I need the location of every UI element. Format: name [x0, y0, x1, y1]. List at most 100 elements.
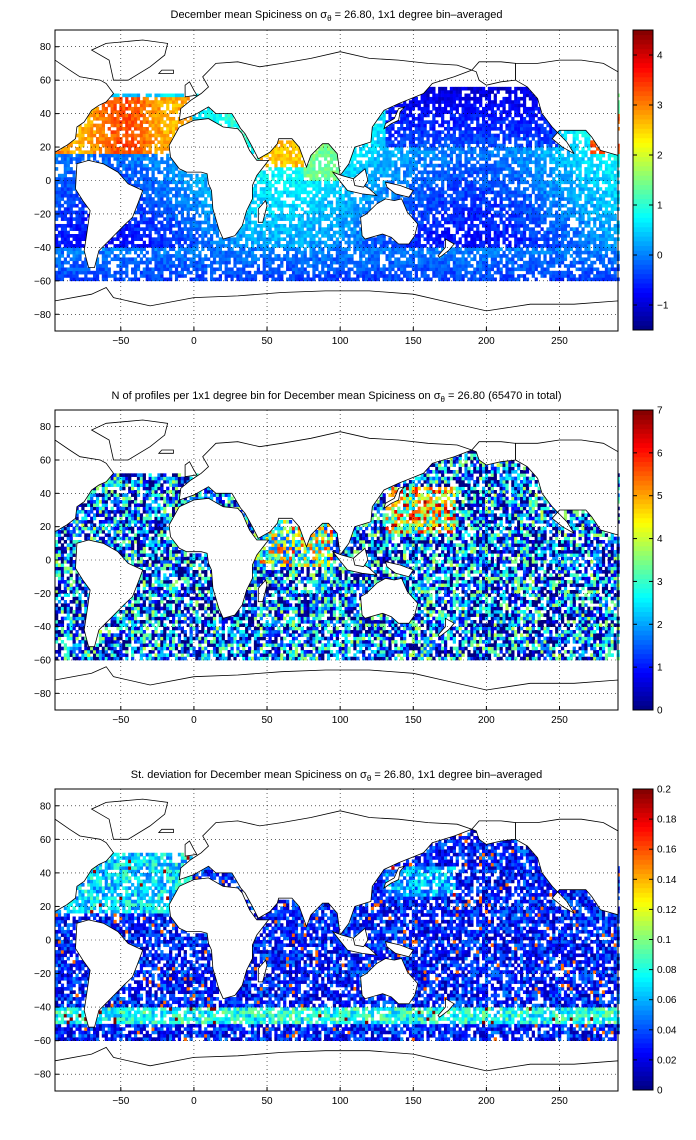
- y-tick-label: 20: [40, 522, 52, 533]
- y-tick-label: −80: [34, 1070, 51, 1081]
- x-tick-label: 200: [478, 1096, 495, 1107]
- y-tick-label: −40: [34, 243, 51, 254]
- y-tick-label: 60: [40, 835, 52, 846]
- y-tick-label: 80: [40, 801, 52, 812]
- x-tick-label: 0: [191, 1096, 197, 1107]
- y-tick-label: 0: [45, 176, 51, 187]
- heatmap-cells: [55, 450, 620, 661]
- panel-1: December mean Spiciness on σθ = 26.80, 1…: [34, 9, 669, 347]
- x-tick-label: 200: [478, 336, 495, 347]
- coast-japan: [383, 485, 406, 510]
- chart-title: N of profiles per 1x1 degree bin for Dec…: [112, 390, 562, 404]
- y-tick-label: 40: [40, 109, 52, 120]
- y-tick-label: 80: [40, 422, 52, 433]
- coast-africa: [168, 497, 270, 619]
- coast-madagascar: [257, 579, 268, 603]
- x-tick-label: 100: [332, 715, 349, 726]
- title-prefix: N of profiles per 1x1 degree bin for Dec…: [112, 390, 434, 402]
- colorbar-tick-label: 0.16: [657, 845, 677, 856]
- chart-title: December mean Spiciness on σθ = 26.80, 1…: [171, 9, 503, 23]
- panel-2: N of profiles per 1x1 degree bin for Dec…: [34, 390, 663, 726]
- colorbar-tick-label: 3: [657, 577, 663, 588]
- coast-uk: [184, 461, 198, 478]
- colorbar-tick-label: 2: [657, 151, 663, 162]
- y-tick-label: −20: [34, 969, 51, 980]
- colorbar-tick-label: 0.18: [657, 815, 677, 826]
- x-tick-label: 150: [405, 336, 422, 347]
- coast-uk: [184, 840, 198, 857]
- coast-new-guinea: [384, 181, 414, 198]
- coast-north-america: [54, 439, 115, 533]
- y-tick-label: 40: [40, 489, 52, 500]
- colorbar-tick-label: 0.02: [657, 1055, 677, 1066]
- coastlines: [54, 419, 619, 711]
- coast-iceland: [157, 449, 174, 454]
- y-tick-label: −40: [34, 1003, 51, 1014]
- colorbar-tick-label: 7: [657, 406, 663, 417]
- x-tick-label: 50: [261, 715, 273, 726]
- colorbar-tick-label: 4: [657, 51, 663, 62]
- y-tick-label: −40: [34, 622, 51, 633]
- coast-iceland: [157, 69, 174, 74]
- y-tick-label: −60: [34, 1036, 51, 1047]
- colorbar-tick-label: 5: [657, 491, 663, 502]
- coast-south-america: [75, 919, 144, 1028]
- y-tick-label: 80: [40, 42, 52, 53]
- coast-new-zealand: [437, 617, 455, 638]
- coast-new-zealand: [437, 238, 455, 258]
- coast-japan: [383, 106, 406, 130]
- colorbar-tick-label: 4: [657, 534, 663, 545]
- x-tick-label: 0: [191, 336, 197, 347]
- colorbar-tick-label: 0: [657, 706, 663, 717]
- coast-new-guinea: [384, 941, 414, 958]
- y-tick-label: 60: [40, 456, 52, 467]
- y-tick-label: −20: [34, 209, 51, 220]
- coast-greenland: [90, 39, 169, 81]
- colorbar-tick-label: 0: [657, 1086, 663, 1097]
- coast-uk: [184, 81, 198, 98]
- coast-new-zealand: [437, 998, 455, 1018]
- coast-iceland: [157, 828, 174, 833]
- colorbar-tick-label: 1: [657, 201, 663, 212]
- coast-borneo-newguinea: [352, 547, 369, 568]
- coast-greenland: [90, 419, 169, 461]
- x-tick-label: 200: [478, 715, 495, 726]
- coast-australia: [360, 958, 419, 1005]
- title-subscript: θ: [367, 774, 372, 783]
- title-suffix: = 26.80 (65470 in total): [445, 390, 562, 402]
- x-tick-label: −50: [112, 1096, 129, 1107]
- x-tick-label: 50: [261, 1096, 273, 1107]
- colorbar-tick-label: 0.04: [657, 1025, 677, 1036]
- coast-eurasia: [178, 431, 473, 557]
- x-tick-label: 100: [332, 336, 349, 347]
- title-prefix: St. deviation for December mean Spicines…: [131, 769, 360, 781]
- coast-north-america-east: [515, 439, 619, 536]
- x-tick-label: 100: [332, 1096, 349, 1107]
- colorbar-tick-label: −1: [657, 301, 669, 312]
- coast-alaska: [471, 820, 516, 845]
- title-suffix: = 26.80, 1x1 degree bin–averaged: [371, 769, 542, 781]
- y-tick-label: −60: [34, 276, 51, 287]
- coast-south-america: [75, 159, 144, 268]
- colorbar-tick-label: 0.06: [657, 995, 677, 1006]
- coast-africa: [168, 877, 270, 1000]
- coast-alaska: [471, 441, 516, 466]
- title-sigma: σ: [360, 769, 367, 781]
- x-tick-label: 250: [551, 1096, 568, 1107]
- coast-antarctica: [54, 286, 619, 332]
- coastlines: [54, 798, 619, 1092]
- coast-australia: [360, 577, 419, 624]
- colorbar-tick-label: 0.2: [657, 785, 671, 796]
- colorbar-tick-label: 2: [657, 620, 663, 631]
- y-tick-label: 0: [45, 556, 51, 567]
- coast-north-america: [54, 818, 115, 913]
- colorbar-tick-label: 0.12: [657, 905, 677, 916]
- coast-alaska: [471, 61, 516, 86]
- y-tick-label: −20: [34, 589, 51, 600]
- colorbar: 0 1 2 3 4 5 6 7: [632, 406, 663, 717]
- x-tick-label: −50: [112, 715, 129, 726]
- coast-madagascar: [257, 959, 268, 983]
- x-tick-label: 250: [551, 715, 568, 726]
- y-tick-label: 20: [40, 902, 52, 913]
